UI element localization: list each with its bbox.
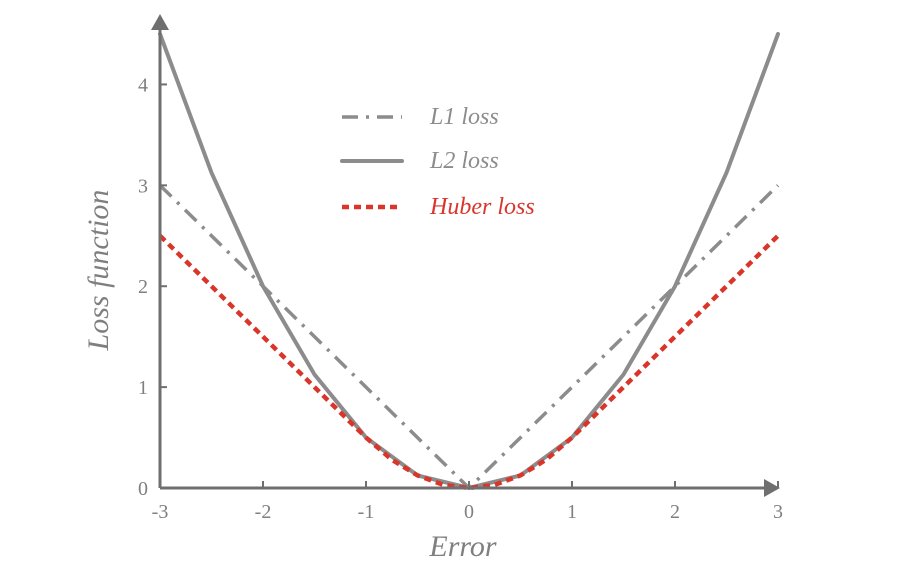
x-axis-arrow-icon <box>764 479 780 497</box>
x-tick-label: -3 <box>152 501 169 523</box>
legend: L1 loss L2 loss Huber loss <box>340 104 535 220</box>
series-l1-loss <box>158 184 780 490</box>
y-tick-label: 4 <box>138 74 148 96</box>
y-axis-arrow-icon <box>151 14 169 30</box>
x-ticks: -3 -2 -1 0 1 2 3 <box>152 481 783 523</box>
x-axis-title: Error <box>428 530 497 563</box>
plot-area <box>158 32 780 491</box>
y-tick-label: 3 <box>138 175 148 197</box>
series-huber-loss <box>158 234 780 491</box>
x-tick-label: 3 <box>773 501 783 523</box>
legend-label: L2 loss <box>429 148 499 174</box>
x-tick-label: 0 <box>464 501 474 523</box>
series-layer <box>158 32 780 491</box>
x-tick-label: 2 <box>670 501 680 523</box>
legend-label: L1 loss <box>429 104 499 130</box>
x-tick-label: -2 <box>255 501 272 523</box>
series-l2-loss <box>158 32 780 490</box>
x-tick-label: 1 <box>567 501 577 523</box>
y-tick-label: 2 <box>138 276 148 298</box>
axes: -3 -2 -1 0 1 2 3 0 1 2 3 4 <box>138 14 783 523</box>
y-tick-label: 1 <box>138 377 148 399</box>
y-axis-title: Loss function <box>82 190 115 352</box>
y-ticks: 0 1 2 3 4 <box>138 74 167 500</box>
y-tick-label: 0 <box>138 478 148 500</box>
legend-label: Huber loss <box>429 194 535 220</box>
x-tick-label: -1 <box>358 501 375 523</box>
